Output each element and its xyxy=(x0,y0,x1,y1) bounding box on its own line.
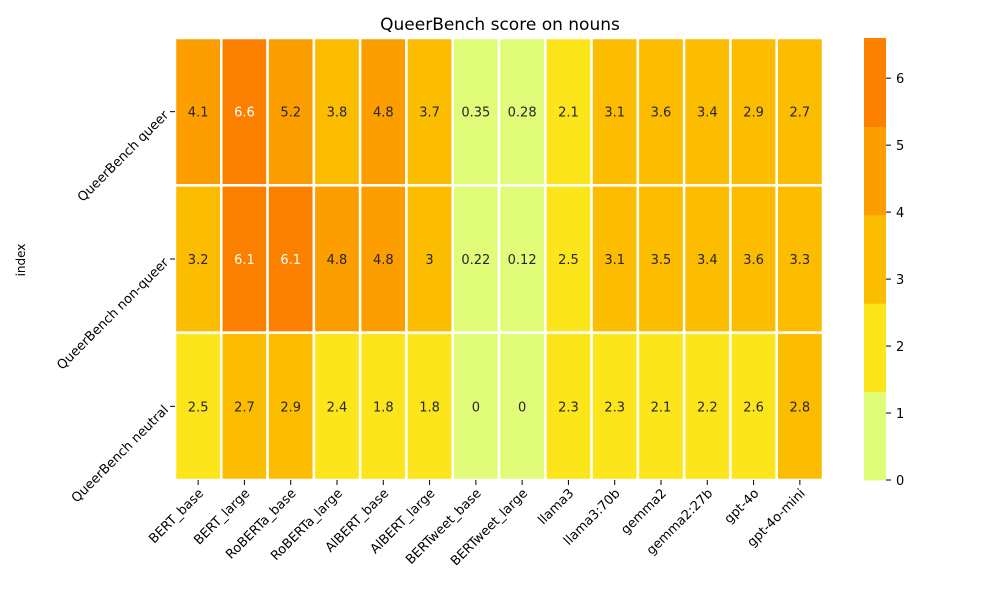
colorbar-band xyxy=(864,303,886,393)
cell-value-label: 3.7 xyxy=(419,106,440,121)
heatmap-cell xyxy=(266,331,316,482)
colorbar-band xyxy=(864,38,886,127)
y-tick-labels: QueerBench queer QueerBench non-queer Quee… xyxy=(54,108,175,506)
cell-value-label: 1.8 xyxy=(419,400,440,415)
cell-value-label: 2.2 xyxy=(697,400,718,415)
cell-value-label: 0.12 xyxy=(508,253,537,268)
cell-value-label: 3.3 xyxy=(790,253,811,268)
heatmap-cell xyxy=(497,36,547,187)
cell-value-label: 0 xyxy=(472,400,480,415)
cell-value-label: 3.1 xyxy=(604,253,625,268)
cell-value-label: 3.4 xyxy=(697,106,718,121)
colorbar-tick-label: 6 xyxy=(896,72,904,87)
cell-value-label: 2.5 xyxy=(558,253,579,268)
cell-value-label: 2.5 xyxy=(188,400,209,415)
heatmap-cells: 4.1 6.6 5.2 3.8 4.8 3.7 0.35 0.28 2.1 3.1 3.6 3.4 2.… xyxy=(173,36,825,482)
heatmap-cell xyxy=(405,36,454,187)
x-tick-label: gpt-4o xyxy=(722,486,763,527)
colorbar-tick-label: 1 xyxy=(896,407,904,422)
heatmap-cell xyxy=(682,36,732,187)
y-axis-label: index xyxy=(14,244,28,277)
heatmap-cell xyxy=(451,184,501,334)
cell-value-label: 3.4 xyxy=(697,253,718,268)
heatmap-cell xyxy=(266,184,316,334)
cell-value-label: 3.5 xyxy=(651,253,672,268)
cell-value-label: 4.8 xyxy=(327,253,348,268)
cell-value-label: 4.1 xyxy=(188,106,209,121)
colorbar-tick-label: 5 xyxy=(896,139,904,154)
colorbar-band xyxy=(864,126,886,216)
cell-value-label: 2.7 xyxy=(790,106,811,121)
heatmap-cell xyxy=(544,184,593,334)
cell-value-label: 3.2 xyxy=(188,253,209,268)
y-tick-label: QueerBench non-queer xyxy=(54,255,172,373)
cell-value-label: 2.1 xyxy=(558,106,579,121)
colorbar-band xyxy=(864,391,886,481)
cell-value-label: 0.28 xyxy=(508,106,537,121)
cell-value-label: 3 xyxy=(425,253,433,268)
heatmap-cell xyxy=(544,331,593,482)
cell-value-label: 4.8 xyxy=(373,106,394,121)
x-tick-labels: BERT_baseBERT_largeRoBERTa_baseRoBERTa_l… xyxy=(146,480,809,569)
y-tick-label: QueerBench neutral xyxy=(69,403,172,506)
cell-value-label: 2.3 xyxy=(604,400,625,415)
cell-value-label: 2.4 xyxy=(327,400,348,415)
heatmap-cell xyxy=(775,331,825,482)
heatmap-cell xyxy=(405,184,454,334)
cell-value-label: 2.1 xyxy=(651,400,672,415)
cell-value-label: 5.2 xyxy=(280,106,301,121)
cell-value-label: 0 xyxy=(518,400,526,415)
cell-value-label: 3.8 xyxy=(327,106,348,121)
chart-title: QueerBench score on nouns xyxy=(380,15,620,35)
x-tick-label: llama3 xyxy=(535,486,577,528)
cell-value-label: 2.3 xyxy=(558,400,579,415)
cell-value-label: 0.22 xyxy=(461,253,490,268)
cell-value-label: 2.7 xyxy=(234,400,255,415)
colorbar-tick-label: 2 xyxy=(896,340,904,355)
cell-value-label: 6.1 xyxy=(280,253,301,268)
cell-value-label: 2.6 xyxy=(743,400,764,415)
heatmap-cell xyxy=(497,184,547,334)
cell-value-label: 3.6 xyxy=(743,253,764,268)
cell-value-label: 3.1 xyxy=(604,106,625,121)
heatmap-cell xyxy=(220,184,269,334)
y-tick-label: QueerBench queer xyxy=(75,108,173,206)
cell-value-label: 4.8 xyxy=(373,253,394,268)
heatmap-cell xyxy=(590,36,640,187)
cell-value-label: 6.6 xyxy=(234,106,255,121)
heatmap-cell xyxy=(497,331,547,482)
heatmap-cell xyxy=(358,184,408,334)
cell-value-label: 1.8 xyxy=(373,400,394,415)
cell-value-label: 3.6 xyxy=(651,106,672,121)
cell-value-label: 2.9 xyxy=(280,400,301,415)
colorbar-tick-label: 0 xyxy=(896,474,904,489)
cell-value-label: 2.8 xyxy=(790,400,811,415)
heatmap-cell xyxy=(173,331,223,482)
colorbar-tick-label: 4 xyxy=(896,206,904,221)
cell-value-label: 0.35 xyxy=(461,106,490,121)
cell-value-label: 6.1 xyxy=(234,253,255,268)
heatmap-cell xyxy=(775,36,825,187)
colorbar-tick-label: 3 xyxy=(896,273,904,288)
cell-value-label: 2.9 xyxy=(743,106,764,121)
heatmap-cell xyxy=(729,184,778,334)
colorbar-band xyxy=(864,214,886,304)
colorbar: 0 1 2 3 4 5 6 xyxy=(864,38,904,489)
